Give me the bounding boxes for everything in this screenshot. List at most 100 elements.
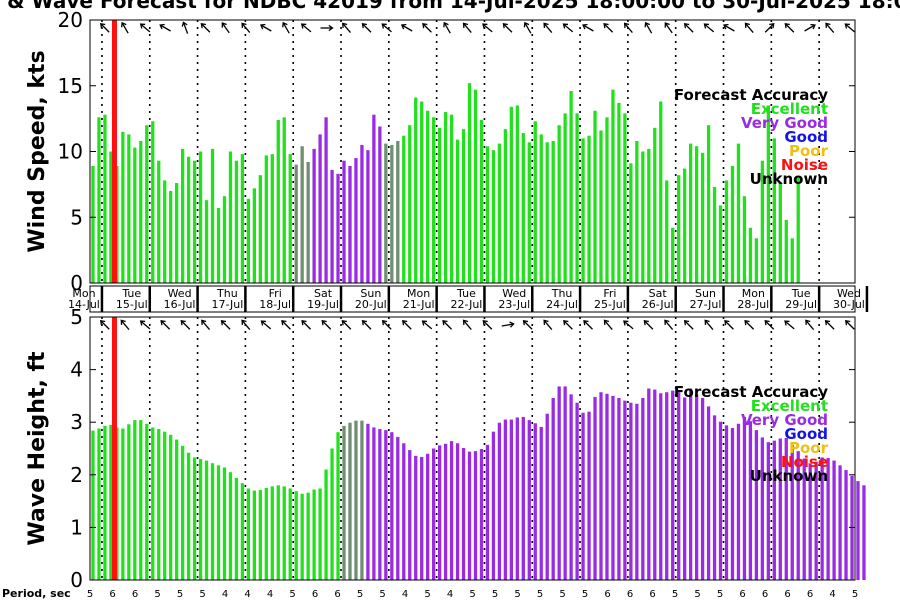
arrow-head	[784, 320, 790, 326]
wave-direction-arrow	[442, 319, 452, 330]
wave-direction-arrow	[220, 319, 231, 330]
wind-direction-arrow	[99, 22, 110, 33]
period-value: 5	[154, 589, 160, 600]
wave-bar	[127, 424, 131, 580]
arrow-head	[321, 319, 327, 326]
wind-bar	[772, 138, 776, 283]
wave-legend-item: Good	[784, 425, 828, 443]
wind-direction-arrow	[703, 23, 715, 33]
wave-direction-arrow	[139, 320, 151, 330]
arrow-head	[260, 320, 267, 326]
wave-bar	[689, 388, 693, 580]
arrow-head	[99, 319, 106, 326]
wave-bar	[706, 406, 711, 580]
wind-bar	[659, 101, 663, 283]
arrow-shaft	[282, 22, 290, 34]
wind-bar	[605, 117, 609, 283]
wave-bar	[539, 426, 543, 580]
arrow-head	[623, 22, 630, 28]
wind-bar	[706, 125, 711, 283]
wind-bar	[204, 200, 209, 283]
wind-bar	[198, 151, 203, 283]
wind-direction-arrow	[121, 21, 129, 34]
arrow-head	[744, 22, 750, 28]
wave-bar	[629, 402, 633, 580]
wave-direction-arrow	[402, 319, 412, 330]
wind-direction-arrow	[664, 22, 673, 34]
arrow-head	[502, 22, 509, 29]
arrow-head	[764, 319, 770, 326]
wind-bar	[91, 165, 95, 283]
wind-direction-arrow	[784, 22, 795, 33]
wind-bar	[180, 148, 185, 283]
wind-bar	[330, 169, 334, 283]
arrow-shaft	[100, 320, 110, 330]
wave-bar	[276, 485, 280, 580]
wave-bar	[856, 481, 860, 580]
day-of-week-label: Wed	[502, 287, 526, 300]
wind-bar	[539, 134, 543, 283]
period-value: 4	[222, 589, 228, 600]
wind-bar	[270, 154, 274, 283]
wind-bar	[694, 146, 699, 283]
day-of-week-label: Sun	[360, 287, 381, 300]
wind-direction-arrow	[221, 22, 230, 34]
period-value: 4	[447, 589, 453, 600]
wind-bar	[342, 160, 346, 283]
day-of-week-label: Sat	[649, 287, 668, 300]
wave-bar	[169, 434, 173, 580]
arrow-head	[664, 22, 670, 28]
wave-direction-arrow	[341, 319, 352, 330]
wind-bar	[216, 208, 221, 283]
arrow-head	[784, 22, 790, 29]
wind-direction-arrow	[282, 21, 290, 34]
arrow-head	[221, 22, 227, 28]
wind-bar	[653, 127, 657, 283]
day-of-week-label: Wed	[837, 287, 861, 300]
wind-bar	[378, 126, 382, 284]
wave-direction-arrow	[563, 319, 573, 330]
wind-bar	[360, 144, 364, 283]
wave-bar	[145, 423, 149, 580]
wave-direction-arrow	[805, 319, 815, 331]
arrow-shaft	[140, 320, 151, 330]
wave-bar	[694, 394, 699, 580]
wind-bar	[384, 143, 388, 283]
wave-bar	[485, 444, 490, 580]
wave-ytick-label: 4	[70, 358, 83, 382]
wave-bar	[180, 445, 185, 580]
wind-bar	[790, 238, 794, 283]
wind-ytick-label: 10	[58, 140, 83, 164]
arrow-shaft	[523, 320, 533, 330]
wave-plot-area	[90, 317, 855, 580]
wind-bar	[443, 112, 448, 283]
arrow-head	[723, 23, 729, 30]
arrow-shaft	[321, 320, 332, 330]
arrow-shaft	[684, 320, 694, 330]
wave-bar	[730, 427, 735, 580]
wind-bar	[157, 160, 161, 283]
wind-bar	[760, 160, 765, 283]
arrow-shaft	[121, 22, 129, 34]
arrow-head	[241, 22, 247, 28]
period-value: 6	[604, 589, 610, 600]
wind-direction-arrow	[582, 23, 594, 32]
arrow-shaft	[603, 23, 614, 33]
wave-direction-arrow	[180, 319, 191, 330]
wind-bar	[264, 155, 268, 283]
period-value: 4	[267, 589, 273, 600]
arrow-head	[644, 21, 651, 28]
wave-bar	[581, 412, 585, 580]
arrow-shaft	[583, 320, 593, 330]
period-value: 6	[807, 589, 813, 600]
wave-bar	[240, 483, 245, 580]
period-value: 5	[514, 589, 520, 600]
wave-bar	[157, 429, 161, 580]
wave-direction-arrow	[160, 319, 171, 330]
wind-bar	[324, 117, 328, 283]
wind-bar	[97, 117, 101, 283]
arrow-shaft	[382, 320, 392, 330]
arrow-head	[342, 22, 348, 28]
arrow-head	[301, 319, 307, 326]
